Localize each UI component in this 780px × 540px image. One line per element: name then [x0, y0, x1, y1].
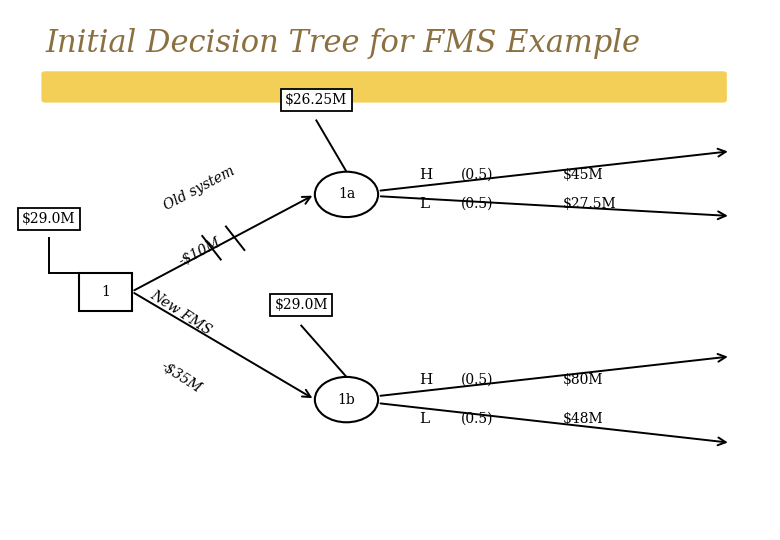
Text: 1: 1 — [101, 285, 110, 299]
Text: -$10M: -$10M — [176, 235, 223, 269]
Text: New FMS: New FMS — [147, 288, 214, 338]
Text: 1b: 1b — [338, 393, 356, 407]
Text: $26.25M: $26.25M — [285, 93, 347, 107]
Text: $27.5M: $27.5M — [562, 197, 616, 211]
Circle shape — [315, 172, 378, 217]
FancyBboxPatch shape — [41, 71, 727, 103]
Text: (0.5): (0.5) — [461, 412, 494, 426]
Text: H: H — [420, 168, 433, 182]
Text: $45M: $45M — [562, 168, 603, 182]
Text: Initial Decision Tree for FMS Example: Initial Decision Tree for FMS Example — [45, 28, 640, 59]
Text: -$35M: -$35M — [158, 359, 204, 396]
Text: (0.5): (0.5) — [461, 373, 494, 387]
Text: $29.0M: $29.0M — [275, 298, 328, 312]
Text: (0.5): (0.5) — [461, 197, 494, 211]
Bar — [79, 273, 132, 310]
Text: L: L — [420, 197, 430, 211]
Text: $48M: $48M — [562, 412, 603, 426]
Text: Old system: Old system — [161, 164, 237, 213]
Text: L: L — [420, 412, 430, 426]
Text: $29.0M: $29.0M — [22, 212, 76, 226]
Text: 1a: 1a — [338, 187, 355, 201]
Text: (0.5): (0.5) — [461, 168, 494, 182]
Circle shape — [315, 377, 378, 422]
Text: H: H — [420, 373, 433, 387]
Text: $80M: $80M — [562, 373, 603, 387]
